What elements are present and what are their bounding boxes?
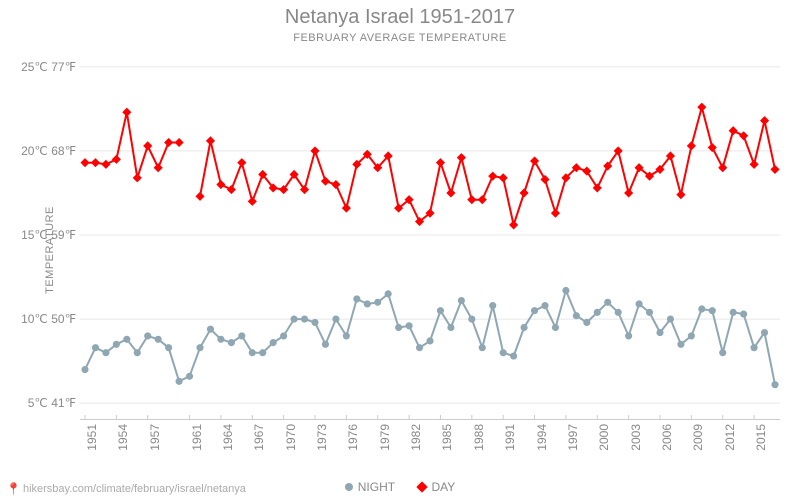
x-tick-label: 1951 — [85, 424, 99, 464]
legend-label-day: DAY — [431, 480, 455, 494]
y-tick-label: 25℃ 77℉ — [16, 60, 76, 74]
y-tick-label: 20℃ 68℉ — [16, 144, 76, 158]
x-tick-label: 1970 — [284, 424, 298, 464]
x-tick-label: 1964 — [221, 424, 235, 464]
x-tick-label: 1988 — [472, 424, 486, 464]
chart-title: Netanya Israel 1951-2017 — [0, 6, 800, 29]
x-tick-label: 1985 — [440, 424, 454, 464]
legend-label-night: NIGHT — [358, 480, 395, 494]
source-footer: 📍 hikersbay.com/climate/february/israel/… — [6, 482, 246, 496]
x-tick-label: 2009 — [691, 424, 705, 464]
x-tick-label: 1961 — [190, 424, 204, 464]
x-tick-label: 1976 — [346, 424, 360, 464]
x-tick-label: 1954 — [116, 424, 130, 464]
x-tick-label: 2015 — [754, 424, 768, 464]
pin-icon: 📍 — [6, 482, 21, 496]
x-tick-label: 1973 — [315, 424, 329, 464]
y-axis-label: TEMPERATURE — [44, 206, 56, 294]
temperature-chart: Netanya Israel 1951-2017 FEBRUARY AVERAG… — [0, 0, 800, 500]
x-tick-label: 1967 — [252, 424, 266, 464]
y-tick-label: 5℃ 41℉ — [16, 396, 76, 410]
legend-marker-day — [417, 481, 428, 492]
x-tick-label: 2006 — [660, 424, 674, 464]
chart-subtitle: FEBRUARY AVERAGE TEMPERATURE — [0, 32, 800, 44]
y-tick-label: 15℃ 59℉ — [16, 228, 76, 242]
source-url: hikersbay.com/climate/february/israel/ne… — [23, 483, 246, 495]
legend-marker-night — [345, 483, 353, 491]
x-tick-label: 1957 — [148, 424, 162, 464]
x-tick-label: 1982 — [409, 424, 423, 464]
legend-day: DAY — [418, 480, 455, 494]
x-tick-label: 1997 — [566, 424, 580, 464]
y-tick-label: 10℃ 50℉ — [16, 312, 76, 326]
x-tick-label: 2003 — [629, 424, 643, 464]
x-tick-label: 1979 — [378, 424, 392, 464]
x-tick-label: 1994 — [535, 424, 549, 464]
legend-night: NIGHT — [345, 480, 395, 494]
x-tick-label: 1991 — [503, 424, 517, 464]
plot-area — [80, 50, 780, 420]
x-tick-label: 2012 — [723, 424, 737, 464]
x-tick-label: 2000 — [597, 424, 611, 464]
